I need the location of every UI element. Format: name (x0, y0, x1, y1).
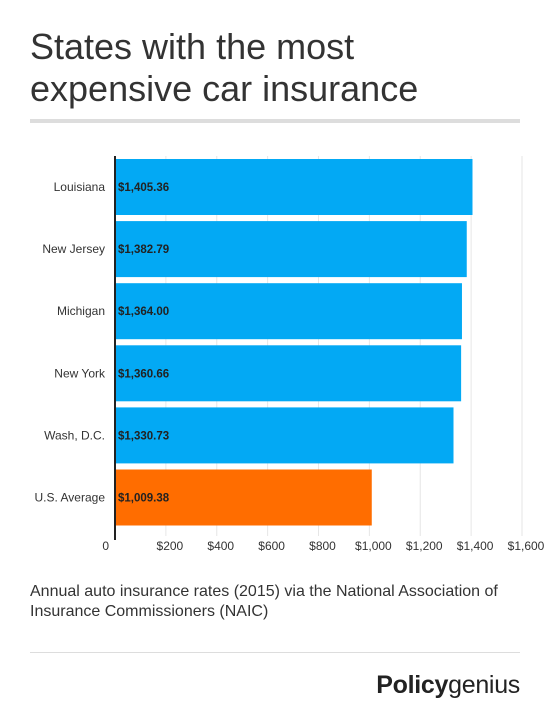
x-tick-label: $800 (309, 539, 336, 553)
category-label: New York (54, 366, 106, 380)
chart-title: States with the most expensive car insur… (30, 26, 520, 110)
data-label: $1,360.66 (118, 368, 169, 380)
footer-divider (30, 652, 520, 653)
chart-caption: Annual auto insurance rates (2015) via t… (30, 582, 530, 622)
data-label: $1,382.79 (118, 244, 169, 256)
bar-chart: Louisiana $1,405.36 New Jersey $1,382.79 Mic… (35, 156, 545, 553)
caption-line-1: Annual auto insurance rates (2015) via t… (30, 583, 498, 600)
data-label: $1,009.38 (118, 493, 170, 505)
category-label: U.S. Average (35, 491, 106, 505)
x-tick-label: $600 (258, 539, 285, 553)
x-tick-label: $200 (157, 539, 184, 553)
title-divider (30, 119, 520, 123)
x-tick-label: 0 (102, 539, 109, 553)
bar (115, 283, 462, 340)
data-label: $1,364.00 (118, 306, 169, 318)
bar (115, 159, 473, 215)
x-tick-label: $400 (207, 539, 234, 553)
bar (115, 221, 467, 278)
category-label: New Jersey (42, 242, 105, 256)
category-label: Wash, D.C. (44, 428, 105, 442)
data-label: $1,330.73 (118, 430, 169, 442)
x-tick-label: $1,600 (508, 539, 545, 553)
brand-logo-part-2: genius (448, 671, 520, 699)
caption-line-2: Insurance Commissioners (NAIC) (30, 603, 269, 620)
category-label: Michigan (57, 304, 105, 318)
bar (115, 407, 454, 464)
brand-logo-part-1: Policy (376, 671, 449, 699)
category-label: Louisiana (54, 180, 106, 194)
bar (115, 469, 372, 526)
chart-title-line-1: States with the most (30, 26, 355, 67)
data-label: $1,405.36 (118, 182, 169, 194)
chart-title-line-2: expensive car insurance (30, 68, 419, 109)
x-tick-label: $1,200 (406, 539, 443, 553)
bar (115, 345, 462, 402)
brand-logo: Policygenius (376, 670, 520, 700)
x-tick-label: $1,400 (457, 539, 494, 553)
x-tick-label: $1,000 (355, 539, 392, 553)
